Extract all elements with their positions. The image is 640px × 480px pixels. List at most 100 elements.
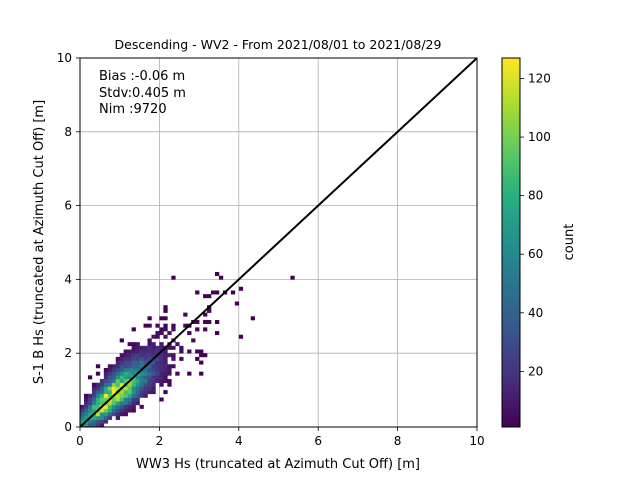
heatmap-cell	[139, 345, 144, 350]
heatmap-cell	[151, 364, 156, 369]
heatmap-cell	[143, 349, 148, 354]
heatmap-cell	[99, 423, 105, 427]
heatmap-cell	[119, 338, 124, 343]
heatmap-cell	[159, 379, 164, 384]
heatmap-cell	[95, 382, 101, 387]
colorbar	[501, 57, 521, 428]
heatmap-cell	[131, 390, 136, 395]
heatmap-cell	[119, 364, 124, 369]
heatmap-cell	[87, 401, 93, 406]
y-tick-label: 0	[64, 420, 72, 434]
heatmap-cell	[135, 393, 140, 398]
heatmap-cell	[119, 360, 124, 365]
heatmap-cell	[91, 386, 97, 391]
heatmap-cell	[87, 412, 93, 417]
heatmap-cell	[207, 319, 212, 324]
heatmap-cell	[147, 379, 152, 384]
heatmap-cell	[95, 390, 101, 395]
stat-nim: Nim :9720	[99, 102, 167, 117]
heatmap-cell	[127, 408, 132, 413]
heatmap-cell	[123, 401, 128, 406]
heatmap-cell	[123, 408, 128, 413]
y-axis-label: S-1 B Hs (truncated at Azimuth Cut Off) …	[32, 100, 47, 384]
heatmap-cell	[111, 371, 117, 376]
heatmap-cell	[95, 393, 101, 398]
heatmap-cell	[83, 397, 89, 402]
heatmap-cell	[155, 379, 160, 384]
heatmap-cell	[123, 379, 128, 384]
heatmap-cell	[159, 375, 164, 380]
heatmap-cell	[99, 408, 105, 413]
heatmap-cell	[139, 360, 144, 365]
heatmap-cell	[119, 382, 124, 387]
heatmap-cell	[95, 415, 101, 420]
heatmap-cell	[159, 364, 164, 369]
heatmap-cell	[234, 301, 240, 306]
heatmap-cell	[99, 382, 105, 387]
heatmap-cell	[171, 327, 176, 332]
heatmap-cell	[155, 345, 160, 350]
heatmap-cell	[111, 367, 117, 372]
heatmap-cell	[107, 404, 113, 409]
heatmap-cell	[167, 367, 172, 372]
heatmap-cell	[99, 401, 105, 406]
heatmap-cell	[91, 423, 97, 427]
heatmap-cell	[107, 386, 113, 391]
heatmap-cell	[123, 371, 128, 376]
heatmap-cell	[250, 316, 255, 321]
heatmap-cell	[103, 371, 109, 376]
heatmap-cell	[163, 323, 168, 328]
heatmap-cell	[187, 331, 192, 336]
heatmap-cell	[203, 353, 208, 358]
heatmap-cell	[135, 353, 140, 358]
heatmap-cell	[147, 338, 152, 343]
heatmap-cell	[111, 364, 117, 369]
heatmap-cell	[143, 323, 148, 328]
heatmap-cell	[111, 404, 117, 409]
heatmap-cell	[127, 349, 132, 354]
heatmap-cell	[111, 379, 117, 384]
heatmap-cell	[103, 382, 109, 387]
heatmap-cell	[119, 367, 124, 372]
heatmap-cell	[107, 415, 113, 420]
heatmap-cell	[151, 345, 156, 350]
heatmap-cell	[115, 412, 120, 417]
x-tick-label: 6	[314, 434, 322, 448]
heatmap-cell	[131, 327, 136, 332]
heatmap-cell	[159, 331, 164, 336]
heatmap-cell	[111, 412, 117, 417]
heatmap-cell	[127, 367, 132, 372]
x-tick-label: 2	[156, 434, 164, 448]
heatmap-cell	[159, 382, 164, 387]
heatmap-cell	[127, 360, 132, 365]
heatmap-cell	[131, 408, 136, 413]
heatmap-cell	[127, 342, 132, 347]
heatmap-cell	[115, 356, 120, 361]
heatmap-cell	[167, 364, 172, 369]
heatmap-cell	[103, 397, 109, 402]
heatmap-cell	[143, 356, 148, 361]
heatmap-cell	[143, 353, 148, 358]
heatmap-cell	[163, 353, 168, 358]
y-tick-label: 4	[64, 272, 72, 286]
heatmap-cell	[111, 408, 117, 413]
heatmap-cell	[230, 290, 236, 295]
heatmap-cell	[139, 379, 144, 384]
heatmap-cell	[103, 375, 109, 380]
heatmap-cell	[159, 367, 164, 372]
heatmap-cell	[131, 397, 136, 402]
heatmap-cell	[214, 319, 220, 324]
heatmap-cell	[119, 408, 124, 413]
heatmap-cell	[127, 356, 132, 361]
heatmap-cell	[167, 353, 172, 358]
heatmap-cell	[107, 401, 113, 406]
y-tick-label: 6	[64, 199, 72, 213]
heatmap-cell	[155, 375, 160, 380]
heatmap-cell	[131, 345, 136, 350]
heatmap-cell	[171, 323, 176, 328]
heatmap-cell	[115, 401, 120, 406]
heatmap-cell	[151, 334, 156, 339]
heatmap-cell	[147, 382, 152, 387]
plot-frame	[79, 57, 478, 428]
y-tick-label: 10	[57, 51, 72, 65]
